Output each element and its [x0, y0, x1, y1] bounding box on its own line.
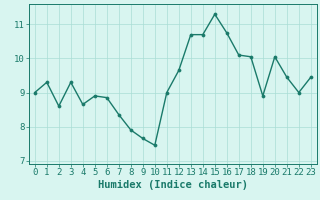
X-axis label: Humidex (Indice chaleur): Humidex (Indice chaleur): [98, 180, 248, 190]
